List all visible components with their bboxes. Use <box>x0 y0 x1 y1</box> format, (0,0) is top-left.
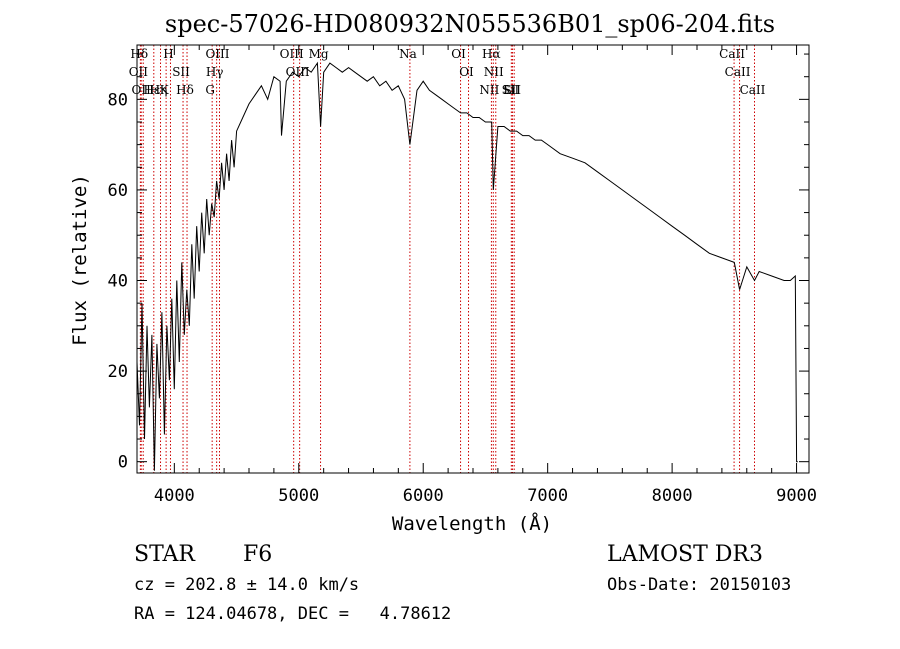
spectral-line-label: Hε <box>143 83 160 97</box>
spectral-line-label: Mg <box>309 47 329 61</box>
coordinates: RA = 124.04678, DEC = 4.78612 <box>134 604 451 624</box>
x-tick-label: 4000 <box>154 486 195 506</box>
x-axis-label: Wavelength (Å) <box>392 512 552 535</box>
spectral-line-label: OIII <box>280 47 304 61</box>
spectral-line-label: Na <box>399 47 417 61</box>
spectral-line-label: OII <box>132 83 152 97</box>
spectral-line-label: G <box>205 83 215 97</box>
y-tick-label: 40 <box>108 272 128 292</box>
spectral-line-label: CaII <box>725 65 751 79</box>
observation-date: Obs-Date: 20150103 <box>607 575 791 595</box>
x-tick-label: 6000 <box>403 486 444 506</box>
spectral-line-markers <box>139 45 755 473</box>
spectral-line-label: Hδ <box>176 83 194 97</box>
spectral-line-label: CaII <box>719 47 745 61</box>
x-tick-label: 9000 <box>776 486 817 506</box>
y-axis-label: Flux (relative) <box>69 174 91 346</box>
spectral-line-label: Hη <box>150 83 168 97</box>
spectral-line-label: H <box>163 47 173 61</box>
spectrum-line <box>136 61 798 471</box>
survey-name: LAMOST DR3 <box>607 542 763 567</box>
spectral-line-label: CaII <box>740 83 766 97</box>
spectral-line-label: OI <box>459 65 474 79</box>
spectral-line-label: SII <box>503 83 521 97</box>
spectral-line-label: OII <box>129 65 149 79</box>
spectral-line-label: Li <box>503 83 515 97</box>
y-tick-label: 60 <box>108 181 128 201</box>
spectral-line-label: SII <box>172 65 190 79</box>
spectral-line-label: Hγ <box>206 65 224 79</box>
object-class: STAR <box>134 542 196 567</box>
y-tick-label: 20 <box>108 362 128 382</box>
spectral-line-label: NII <box>479 83 499 97</box>
x-tick-label: 8000 <box>652 486 693 506</box>
spectral-line-label: OIII <box>205 47 229 61</box>
x-tick-label: 5000 <box>278 486 319 506</box>
plot-frame <box>136 44 810 474</box>
y-tick-label: 0 <box>118 453 128 473</box>
chart-title: spec-57026-HD080932N055536B01_sp06-204.f… <box>165 10 775 38</box>
redshift-cz: cz = 202.8 ± 14.0 km/s <box>134 575 359 595</box>
spectral-line-label: Hα <box>482 47 501 61</box>
spectral-line-label: NII <box>484 65 504 79</box>
y-axis: 0 20 40 60 80 <box>108 53 809 473</box>
x-tick-label: 7000 <box>527 486 568 506</box>
spectral-line-label: OI <box>451 47 466 61</box>
y-tick-label: 80 <box>108 90 128 110</box>
spectral-line-label: SII <box>502 83 520 97</box>
spectral-line-label: K <box>160 83 170 97</box>
object-subclass: F6 <box>243 542 272 567</box>
x-axis: 4000 5000 6000 7000 8000 9000 <box>154 45 817 506</box>
